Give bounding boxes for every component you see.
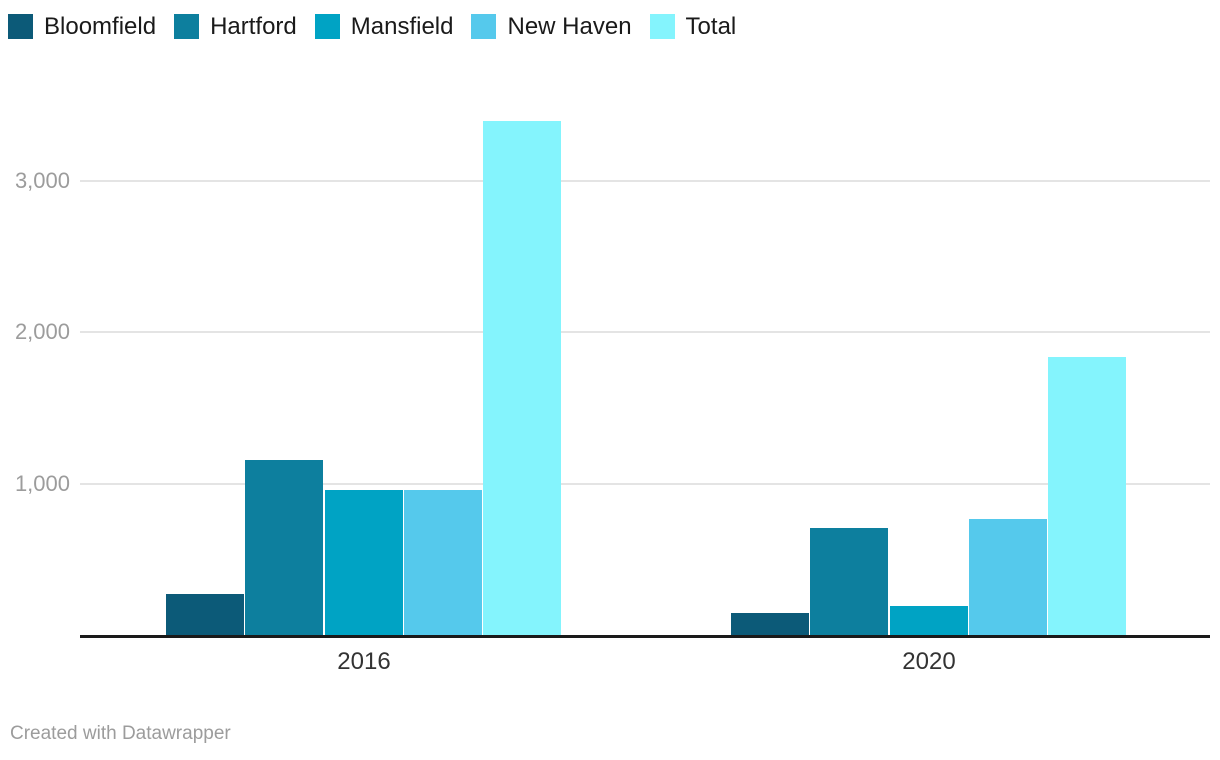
legend-label-total: Total (685, 12, 737, 40)
bar-new-haven-2016[interactable] (404, 490, 482, 635)
x-axis-label-2020: 2020 (902, 648, 956, 675)
bar-bloomfield-2016[interactable] (166, 594, 244, 635)
legend-item-mansfield: Mansfield (314, 12, 454, 40)
y-axis-tick-3000: 3,000 (14, 167, 70, 193)
bar-hartford-2020[interactable] (810, 528, 888, 635)
x-axis-line (80, 635, 1210, 638)
bar-total-2020[interactable] (1048, 357, 1126, 635)
plot-area: 1,000 2,000 3,000 2016 2020 (14, 121, 1210, 675)
bar-total-2016[interactable] (483, 121, 561, 635)
legend-swatch-bloomfield (8, 14, 33, 39)
datawrapper-attribution-link[interactable]: Created with Datawrapper (10, 723, 231, 744)
bar-mansfield-2016[interactable] (325, 490, 403, 635)
legend-swatch-hartford (174, 14, 200, 39)
legend-item-bloomfield: Bloomfield (8, 14, 156, 39)
chart-legend: Bloomfield Hartford Mansfield New Haven Tota… (8, 14, 736, 39)
legend-label-mansfield: Mansfield (350, 12, 454, 40)
y-axis-tick-1000: 1,000 (14, 470, 70, 496)
bar-mansfield-2020[interactable] (890, 606, 968, 635)
gridline-3000 (80, 179, 1210, 182)
legend-swatch-mansfield (314, 14, 340, 39)
legend-item-hartford: Hartford (174, 14, 297, 39)
y-axis-tick-2000: 2,000 (14, 319, 70, 344)
legend-label-new-haven: New Haven (507, 12, 632, 40)
legend-swatch-new-haven (471, 14, 497, 39)
bar-new-haven-2020[interactable] (969, 519, 1047, 635)
legend-label-hartford: Hartford (210, 12, 297, 40)
bar-hartford-2016[interactable] (245, 460, 323, 635)
gridline-1000 (80, 482, 1210, 485)
legend-item-total: Total (649, 12, 737, 40)
x-axis-label-2016: 2016 (337, 648, 391, 675)
legend-item-new-haven: New Haven (471, 12, 632, 40)
attribution: Created with Datawrapper (10, 723, 231, 745)
gridline-2000 (80, 331, 1210, 333)
bar-bloomfield-2020[interactable] (731, 613, 809, 635)
legend-swatch-total (649, 14, 675, 39)
legend-label-bloomfield: Bloomfield (44, 12, 157, 40)
